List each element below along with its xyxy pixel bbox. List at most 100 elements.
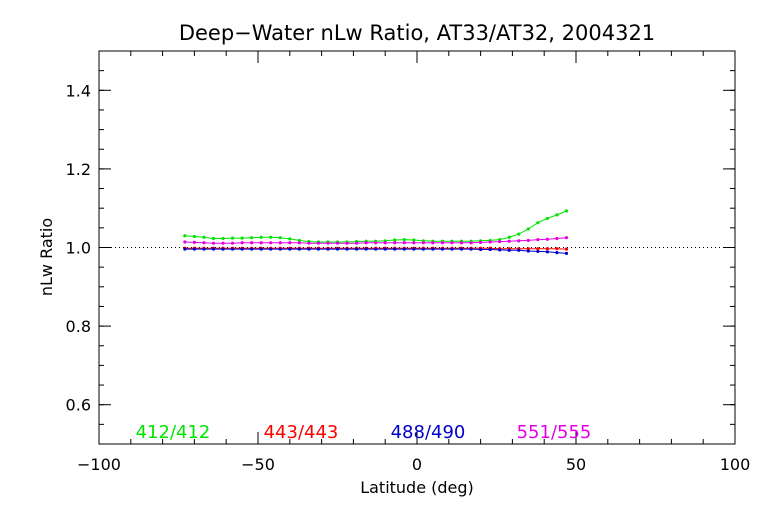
y-axis: 0.6 0.8 1.0 1.2 1.4: [66, 50, 735, 445]
legend-entry: 551/555: [517, 422, 592, 443]
x-tick-label: 50: [566, 455, 586, 474]
data-point: [240, 241, 244, 245]
data-point: [469, 247, 473, 251]
data-point: [221, 247, 225, 251]
data-point: [192, 247, 196, 251]
data-point: [288, 247, 292, 251]
data-point: [402, 238, 406, 242]
data-point: [250, 236, 254, 240]
data-point: [440, 247, 445, 251]
data-point: [402, 247, 406, 251]
legend: 412/412 443/443 488/490 551/555: [136, 422, 592, 443]
legend-entry: 412/412: [136, 422, 211, 443]
series-3: [183, 247, 569, 255]
data-point: [354, 241, 359, 245]
data-point: [240, 236, 244, 240]
data-point: [564, 236, 569, 240]
data-point: [488, 247, 492, 252]
data-point: [240, 247, 244, 251]
data-point: [211, 247, 216, 251]
y-tick-label: 0.6: [66, 396, 91, 415]
data-point: [183, 234, 187, 238]
data-point: [250, 241, 254, 245]
data-point: [278, 247, 282, 251]
y-tick-label: 0.8: [66, 317, 91, 336]
data-point: [326, 247, 330, 251]
data-point: [536, 249, 540, 254]
data-point: [259, 241, 263, 245]
data-point: [269, 241, 273, 245]
data-point: [526, 227, 530, 231]
data-point: [507, 239, 511, 243]
y-tick-label: 1.0: [66, 239, 91, 258]
data-point: [526, 249, 530, 253]
data-point: [297, 238, 301, 243]
data-point: [536, 221, 540, 225]
data-point: [307, 247, 311, 251]
data-point: [374, 247, 378, 251]
data-point: [507, 248, 511, 252]
data-point: [440, 241, 445, 245]
data-point: [288, 237, 292, 241]
data-point: [459, 247, 464, 251]
data-point: [479, 247, 483, 252]
data-point: [221, 236, 225, 241]
data-point: [202, 235, 206, 239]
data-point: [507, 235, 511, 239]
data-point: [536, 238, 540, 242]
data-point: [364, 247, 368, 251]
data-point: [202, 241, 206, 245]
data-point: [412, 241, 416, 245]
data-point: [393, 247, 397, 251]
data-point: [250, 247, 254, 251]
data-point: [297, 247, 301, 251]
data-point: [412, 247, 416, 251]
data-point: [421, 247, 425, 251]
data-point: [230, 236, 235, 240]
data-point: [459, 241, 464, 245]
data-point: [564, 247, 569, 251]
data-point: [269, 247, 273, 251]
data-point: [326, 241, 330, 245]
data-point: [374, 241, 378, 245]
series-1: [183, 209, 569, 244]
data-point: [383, 241, 387, 245]
data-point: [421, 241, 425, 245]
data-point: [479, 240, 483, 244]
data-point: [192, 240, 196, 244]
data-point: [402, 241, 406, 245]
data-point: [192, 234, 196, 239]
data-point: [307, 241, 311, 245]
data-point: [364, 241, 368, 245]
data-point: [545, 250, 549, 254]
x-axis: −100 −50 0 50 100: [77, 51, 750, 474]
data-point: [221, 241, 225, 245]
data-point: [488, 240, 492, 244]
data-point: [555, 236, 559, 241]
series-group: [183, 209, 569, 255]
data-point: [555, 213, 559, 217]
chart-title: Deep−Water nLw Ratio, AT33/AT32, 2004321: [179, 21, 655, 45]
data-point: [431, 241, 435, 245]
data-point: [211, 236, 216, 241]
data-point: [564, 251, 569, 255]
data-point: [393, 241, 397, 245]
data-point: [431, 247, 435, 251]
data-point: [545, 247, 549, 251]
data-point: [564, 209, 569, 213]
y-tick-label: 1.4: [66, 81, 91, 100]
data-point: [517, 239, 521, 243]
data-point: [354, 247, 359, 251]
legend-entry: 443/443: [264, 422, 339, 443]
y-tick-label: 1.2: [66, 160, 91, 179]
data-point: [316, 247, 321, 251]
data-point: [526, 247, 530, 251]
data-point: [555, 251, 559, 255]
data-point: [202, 247, 206, 251]
data-point: [335, 241, 340, 245]
data-point: [517, 232, 521, 236]
legend-entry: 488/490: [391, 422, 466, 443]
data-point: [450, 247, 454, 251]
data-point: [517, 248, 521, 252]
